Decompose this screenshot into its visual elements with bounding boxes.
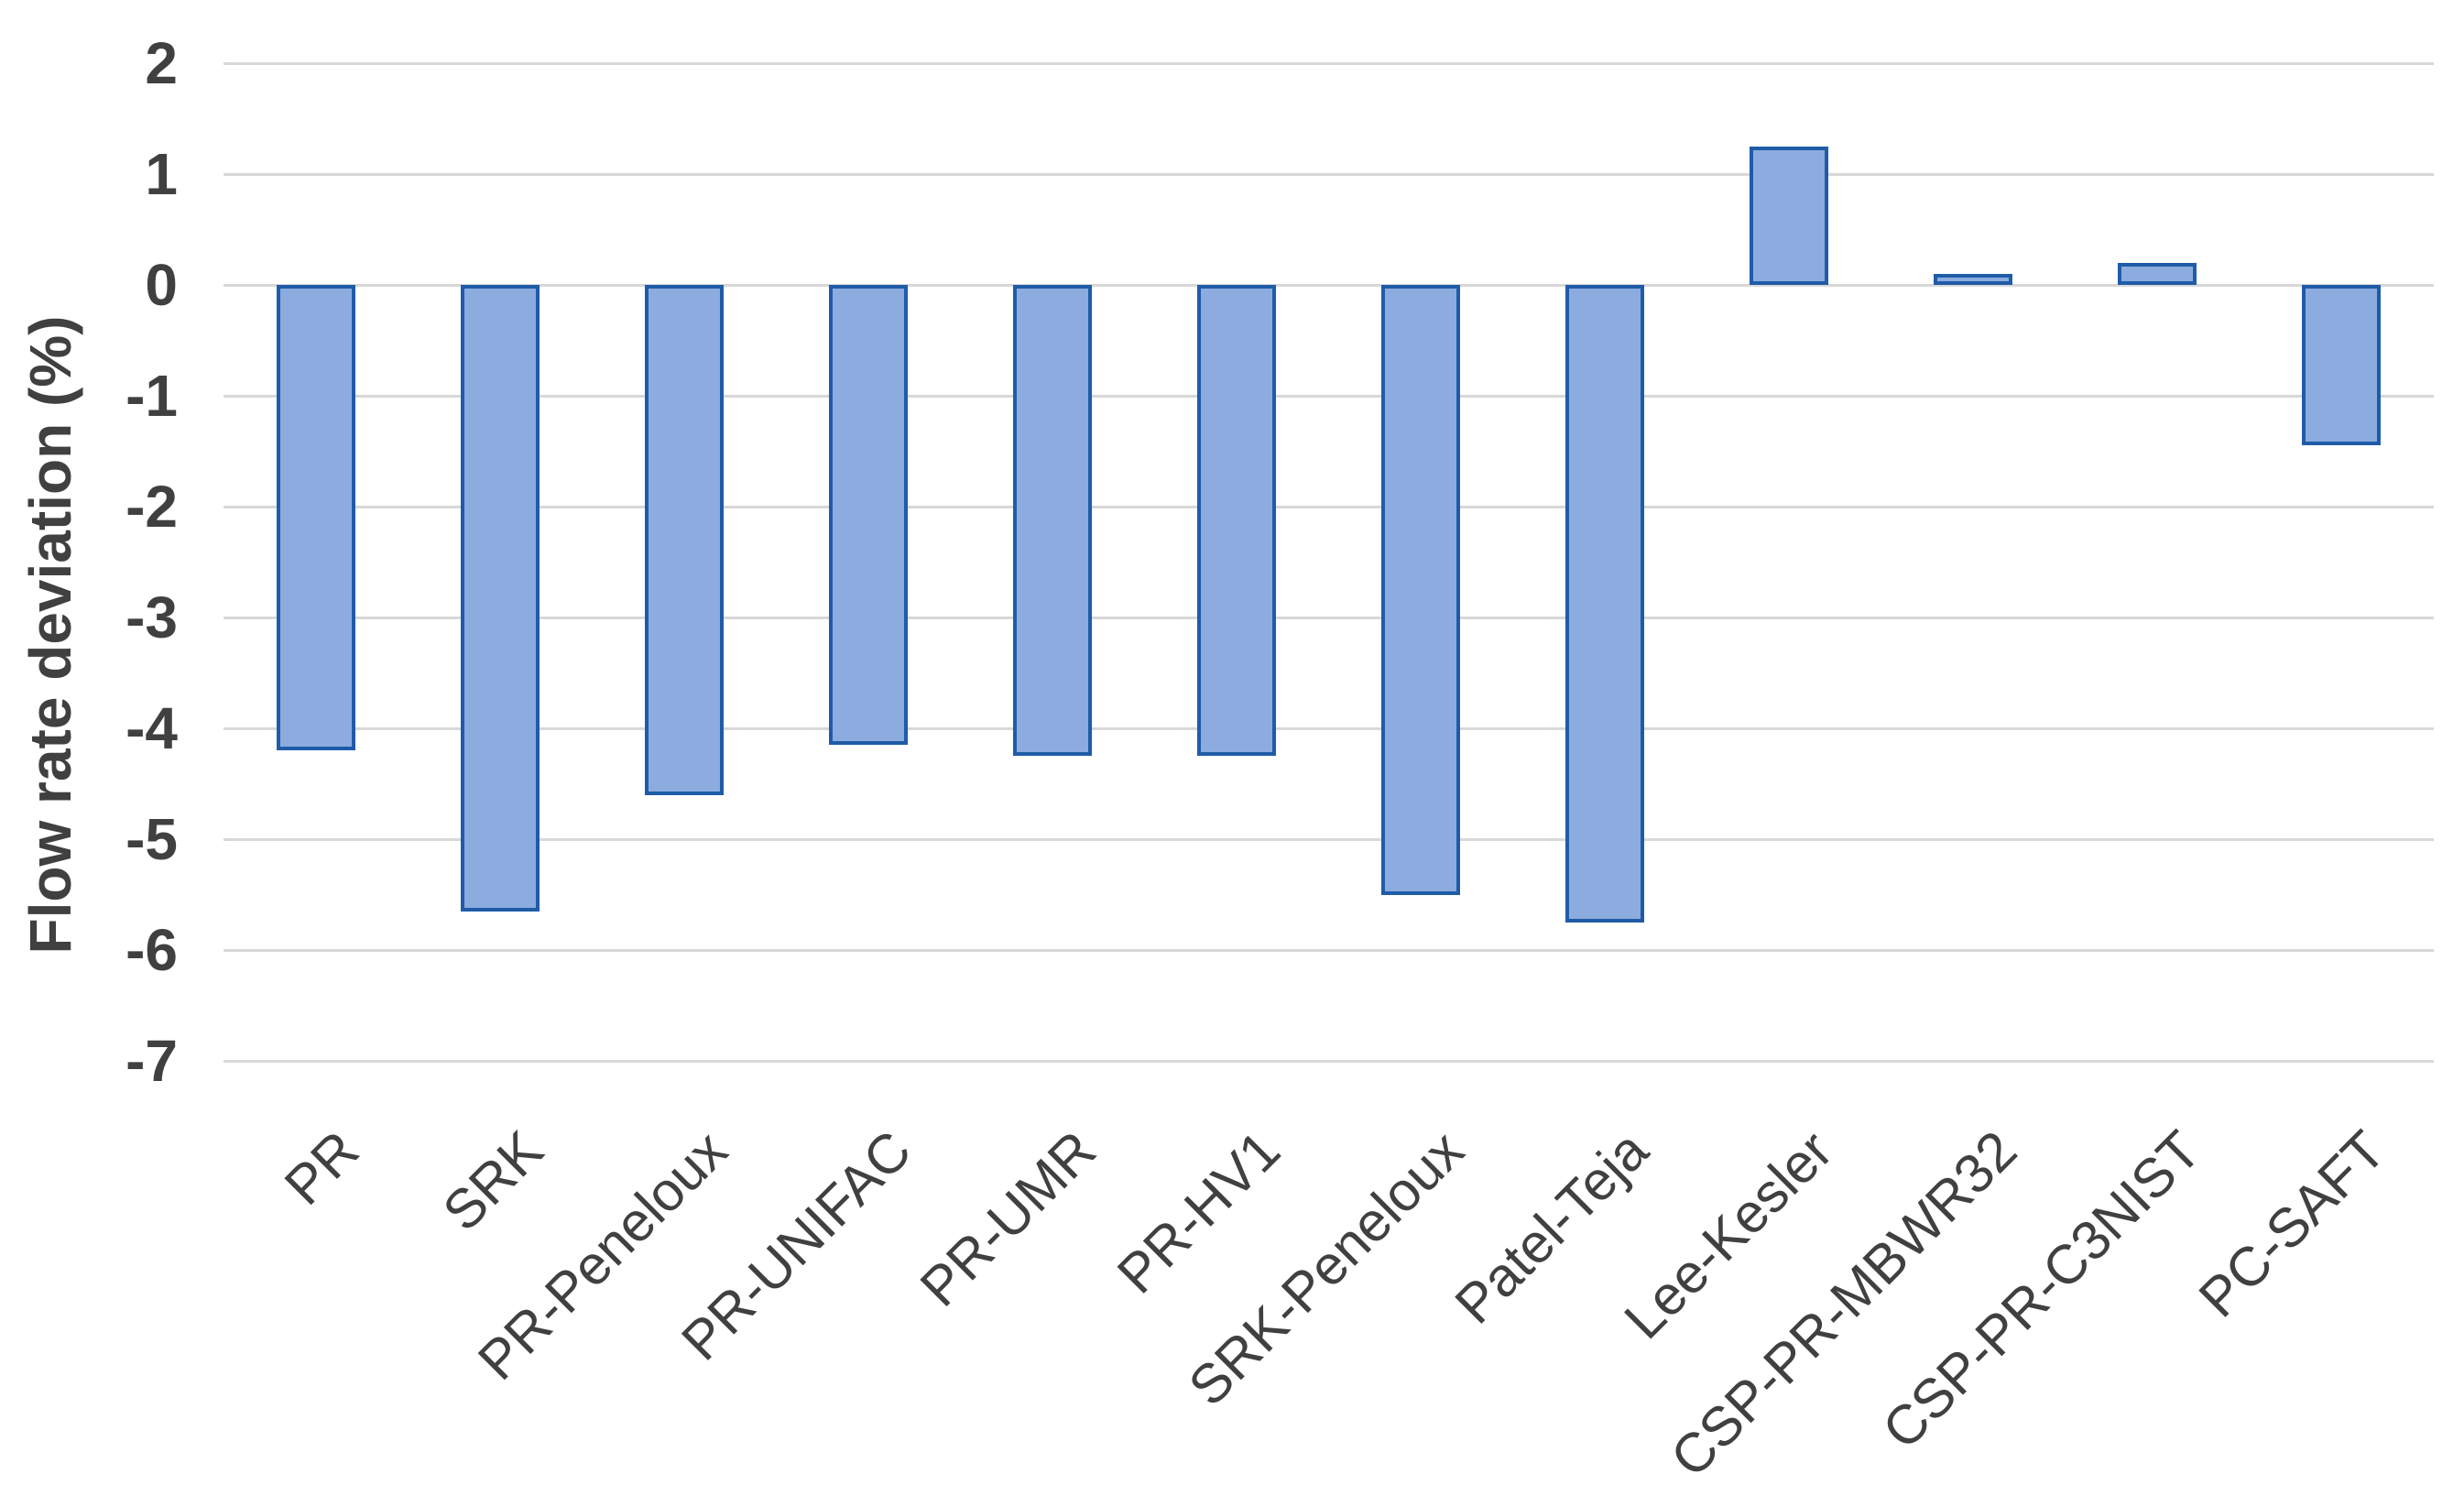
- gridline-y--4: [224, 726, 2434, 730]
- plot-area: [224, 61, 2434, 1063]
- y-tick-label-2: 2: [145, 30, 178, 96]
- gridline-y--5: [224, 837, 2434, 841]
- bar-SRK-Peneloux: [1381, 285, 1461, 895]
- gridline-y-1: [224, 172, 2434, 176]
- gridline-y-2: [224, 61, 2434, 65]
- bar-PR-UNIFAC: [828, 285, 908, 746]
- bar-PC-SAFT: [2302, 285, 2382, 446]
- y-tick-label--7: -7: [125, 1028, 178, 1094]
- bar-PR-UMR: [1012, 285, 1092, 757]
- x-category-label-PR: PR: [273, 1119, 371, 1217]
- y-tick-label--6: -6: [125, 917, 178, 983]
- gridline-y--2: [224, 505, 2434, 508]
- bar-PR-HV1: [1196, 285, 1276, 757]
- y-tick-label--3: -3: [125, 584, 178, 650]
- y-tick-label-0: 0: [145, 252, 178, 318]
- x-category-label-SRK: SRK: [431, 1119, 555, 1243]
- bar-Patel-Teja: [1565, 285, 1645, 923]
- x-category-label-PR-HV1: PR-HV1: [1105, 1119, 1292, 1305]
- gridline-y--7: [224, 1059, 2434, 1063]
- bar-SRK: [460, 285, 540, 912]
- x-category-label-PR-UMR: PR-UMR: [908, 1119, 1107, 1318]
- bar-PR-Peneloux: [644, 285, 724, 795]
- x-category-label-CSP-PR-C3NIST: CSP-PR-C3NIST: [1870, 1119, 2213, 1461]
- gridline-y--1: [224, 394, 2434, 398]
- x-category-label-PC-SAFT: PC-SAFT: [2186, 1119, 2397, 1329]
- bar-Lee-Kesler: [1750, 146, 1829, 285]
- y-tick-label--2: -2: [125, 474, 178, 540]
- y-tick-label--5: -5: [125, 806, 178, 872]
- y-tick-label-1: 1: [145, 141, 178, 207]
- bar-CSP-PR-MBWR32: [1934, 273, 2013, 285]
- bar-PR: [276, 285, 355, 751]
- y-tick-label--4: -4: [125, 695, 178, 761]
- gridline-y--6: [224, 948, 2434, 952]
- x-category-label-CSP-PR-MBWR32: CSP-PR-MBWR32: [1658, 1119, 2029, 1489]
- y-tick-label--1: -1: [125, 363, 178, 429]
- gridline-y-0: [224, 283, 2434, 287]
- bar-CSP-PR-C3NIST: [2118, 262, 2197, 285]
- gridline-y--3: [224, 616, 2434, 619]
